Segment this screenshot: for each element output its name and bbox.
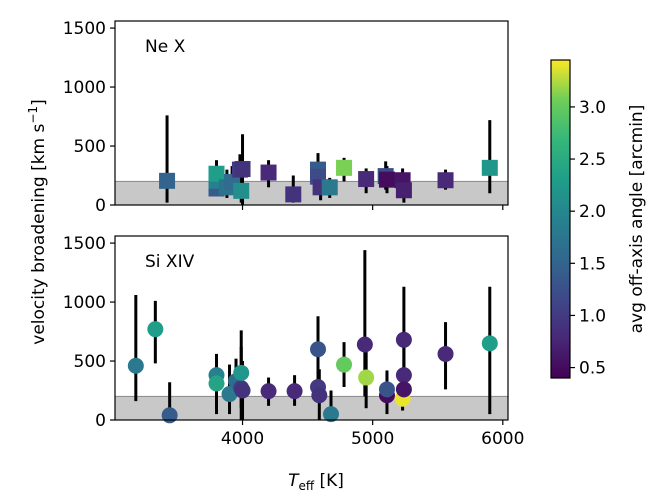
si-xiv-circle-marker bbox=[234, 382, 251, 399]
ne-x-x-ticks bbox=[241, 205, 504, 210]
ne-x-y-ticks: 0 500 1000 1500 bbox=[63, 19, 115, 216]
x-tick-label: 4000 bbox=[221, 429, 264, 449]
si-xiv-y-tick-label: 1500 bbox=[63, 234, 106, 254]
colorbar-ticks: 0.5 1.0 1.5 2.0 2.5 3.0 bbox=[570, 98, 606, 379]
colorbar-tick-label: 0.5 bbox=[579, 359, 606, 379]
ne-x-square-marker bbox=[481, 159, 498, 176]
si-xiv-circle-marker bbox=[311, 387, 328, 404]
si-xiv-circle-marker bbox=[395, 367, 412, 384]
ne-x-square-marker bbox=[358, 171, 375, 188]
si-xiv-circle-marker bbox=[395, 331, 412, 348]
si-xiv-circle-marker bbox=[233, 364, 250, 381]
ne-x-square-marker bbox=[336, 159, 353, 176]
ne-x-y-tick-label: 1000 bbox=[63, 78, 106, 98]
si-xiv-axes-frame bbox=[114, 235, 509, 421]
si-xiv-circle-marker bbox=[208, 375, 225, 392]
colorbar-tick-label: 2.5 bbox=[579, 150, 606, 170]
si-xiv-circle-marker bbox=[310, 341, 327, 358]
colorbar-tick-label: 1.0 bbox=[579, 306, 606, 326]
si-xiv-panel: 0 500 1000 1500 4000 5000 6000 Si XIV bbox=[63, 234, 525, 449]
y-axis-label-superscript: −1 bbox=[26, 106, 40, 124]
x-axis-label-unit: [K] bbox=[314, 471, 344, 491]
si-xiv-panel-label: Si XIV bbox=[145, 252, 195, 272]
si-xiv-circle-marker bbox=[378, 381, 395, 398]
x-axis-label-subscript: eff bbox=[298, 479, 314, 493]
ne-x-square-marker bbox=[378, 171, 395, 188]
ne-x-y-tick-label: 1500 bbox=[63, 19, 106, 39]
y-axis-label-main: velocity broadening [km s bbox=[29, 123, 49, 344]
ne-x-square-marker bbox=[233, 182, 250, 199]
ne-x-y-tick-label: 500 bbox=[74, 137, 106, 157]
ne-x-axes-frame bbox=[114, 20, 509, 206]
colorbar-tick-label: 2.0 bbox=[579, 202, 606, 222]
ne-x-markers bbox=[159, 159, 498, 203]
ne-x-y-tick-label: 0 bbox=[95, 196, 106, 216]
ne-x-square-marker bbox=[285, 186, 302, 203]
ne-x-square-marker bbox=[395, 182, 412, 199]
si-xiv-circle-marker bbox=[147, 321, 164, 338]
ne-x-square-marker bbox=[260, 164, 277, 181]
si-xiv-circle-marker bbox=[323, 406, 340, 423]
ne-x-square-marker bbox=[208, 165, 225, 182]
si-xiv-circle-marker bbox=[437, 345, 454, 362]
x-tick-label: 6000 bbox=[481, 429, 524, 449]
si-xiv-y-tick-label: 1000 bbox=[63, 293, 106, 313]
y-axis-label-close: ] bbox=[29, 99, 49, 106]
colorbar-tick-label: 3.0 bbox=[579, 98, 606, 118]
ne-x-panel: 0 500 1000 1500 Ne X bbox=[63, 19, 509, 216]
si-xiv-y-ticks: 0 500 1000 1500 bbox=[63, 234, 115, 431]
si-xiv-circle-marker bbox=[260, 383, 277, 400]
x-axis-label-main: T bbox=[288, 471, 300, 491]
ne-x-panel-label: Ne X bbox=[145, 37, 186, 57]
si-xiv-circle-marker bbox=[481, 335, 498, 352]
ne-x-square-marker bbox=[437, 172, 454, 189]
si-xiv-circle-marker bbox=[161, 407, 178, 424]
si-xiv-circle-marker bbox=[395, 381, 412, 398]
ne-x-square-marker bbox=[159, 172, 176, 189]
si-xiv-x-ticks: 4000 5000 6000 bbox=[221, 420, 524, 449]
si-xiv-circle-marker bbox=[356, 336, 373, 353]
si-xiv-circle-marker bbox=[286, 383, 303, 400]
colorbar-gradient bbox=[550, 59, 571, 379]
colorbar-tick-label: 1.5 bbox=[579, 254, 606, 274]
x-axis-label: Teff [K] bbox=[288, 471, 344, 493]
si-xiv-markers bbox=[127, 321, 498, 424]
colorbar-label: avg off-axis angle [arcmin] bbox=[627, 105, 647, 334]
si-xiv-circle-marker bbox=[358, 369, 375, 386]
si-xiv-circle-marker bbox=[127, 357, 144, 374]
si-xiv-y-tick-label: 0 bbox=[95, 411, 106, 431]
y-axis-label: velocity broadening [km s−1] bbox=[26, 99, 49, 344]
colorbar: 0.5 1.0 1.5 2.0 2.5 3.0 avg off-axis angle [a… bbox=[550, 59, 647, 379]
si-xiv-circle-marker bbox=[336, 356, 353, 373]
ne-x-square-marker bbox=[321, 179, 338, 196]
x-tick-label: 5000 bbox=[351, 429, 394, 449]
si-xiv-y-tick-label: 500 bbox=[74, 352, 106, 372]
ne-x-square-marker bbox=[234, 161, 251, 178]
